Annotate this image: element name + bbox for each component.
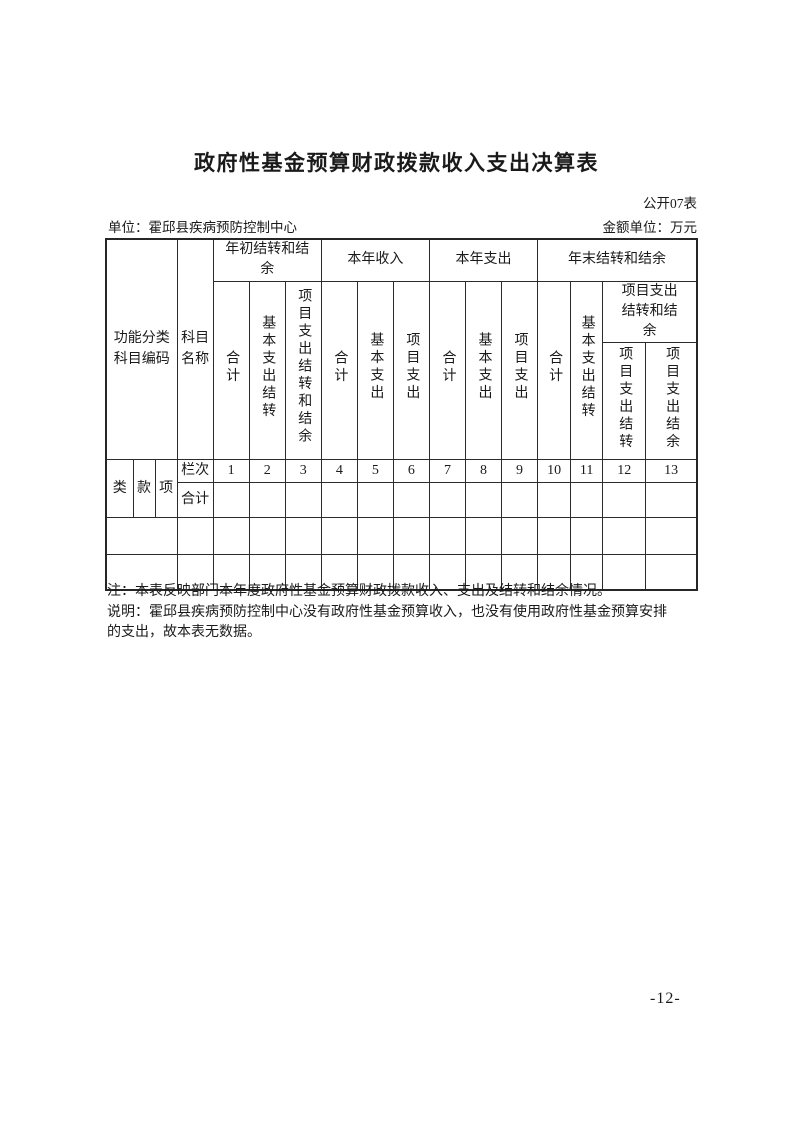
header-group-begin-balance: 年初结转和结余 [212, 238, 322, 282]
form-tag: 公开07表 [643, 196, 697, 211]
total-value-12 [602, 482, 647, 519]
header-col-4: 合计 [320, 280, 358, 461]
total-value-13 [645, 482, 698, 519]
empty-cell [392, 554, 430, 591]
empty-cell [176, 517, 214, 556]
empty-cell [176, 554, 214, 591]
col-number-4: 4 [320, 459, 358, 484]
empty-cell [320, 517, 358, 556]
col-number-3: 3 [284, 459, 322, 484]
empty-cell [570, 554, 604, 591]
empty-cell [501, 554, 539, 591]
page-title: 政府性基金预算财政拨款收入支出决算表 [194, 151, 599, 175]
col-number-13: 13 [645, 459, 698, 484]
col-number-11: 11 [570, 459, 604, 484]
empty-cell [356, 554, 394, 591]
empty-cell [284, 517, 322, 556]
column-number-row: 类 款 项 栏次 1 2 3 4 5 6 7 8 9 10 11 12 13 [105, 459, 698, 519]
empty-cell [248, 517, 286, 556]
total-value-7 [428, 482, 466, 519]
total-value-5 [356, 482, 394, 519]
header-col-6: 项目支出 [392, 280, 430, 461]
empty-cell [570, 517, 604, 556]
col-number-5: 5 [356, 459, 394, 484]
header-col-1: 合计 [212, 280, 250, 461]
empty-cell [537, 554, 572, 591]
empty-cell [105, 517, 178, 556]
header-col-7: 合计 [428, 280, 466, 461]
total-value-1 [212, 482, 250, 519]
col-number-10: 10 [537, 459, 572, 484]
col-number-7: 7 [428, 459, 466, 484]
header-code-section: 款 [132, 459, 156, 519]
header-code-item: 项 [154, 459, 178, 519]
empty-cell [212, 517, 250, 556]
header-col-11: 基本支出结转 [570, 280, 604, 461]
header-group-row: 功能分类科目编码 科目名称 年初结转和结余 本年收入 本年支出 年末结转和结余 [105, 238, 698, 461]
empty-cell [645, 517, 698, 556]
header-col-8: 基本支出 [464, 280, 503, 461]
blank-row [105, 517, 698, 556]
total-value-10 [537, 482, 572, 519]
header-col-9: 项目支出 [501, 280, 539, 461]
blank-row [105, 554, 698, 591]
empty-cell [602, 517, 647, 556]
amount-unit-label: 金额单位：万元 [602, 220, 698, 235]
empty-cell [464, 517, 503, 556]
col-number-9: 9 [501, 459, 539, 484]
header-col-10: 合计 [537, 280, 572, 461]
total-value-4 [320, 482, 358, 519]
header-col-2: 基本支出结转 [248, 280, 286, 461]
fund-budget-table: 功能分类科目编码 科目名称 年初结转和结余 本年收入 本年支出 年末结转和结余 … [105, 238, 698, 591]
note-line: 注：本表反映部门本年度政府性基金预算财政拨款收入、支出及结转和结余情况。 [107, 584, 611, 599]
header-group-year-expenditure: 本年支出 [428, 238, 539, 282]
total-value-2 [248, 482, 286, 519]
header-subject-name: 科目名称 [176, 238, 214, 461]
empty-cell [537, 517, 572, 556]
header-col-12: 项目支出结转 [602, 342, 647, 461]
empty-cell [284, 554, 322, 591]
row-index-label: 栏次 [176, 459, 214, 484]
col-number-6: 6 [392, 459, 430, 484]
total-row: 合计 [106, 482, 698, 519]
empty-cell [645, 554, 698, 591]
total-row-label: 合计 [176, 482, 214, 519]
col-number-12: 12 [602, 459, 647, 484]
empty-cell [602, 554, 647, 591]
total-value-6 [392, 482, 430, 519]
empty-cell [392, 517, 430, 556]
total-value-9 [501, 482, 539, 519]
header-subgroup-row: 项目支出结转 项目支出结余 [106, 342, 698, 461]
header-group-end-balance: 年末结转和结余 [537, 238, 698, 282]
empty-cell [501, 517, 539, 556]
empty-cell [248, 554, 286, 591]
header-col-3: 项目支出结转和结余 [284, 280, 322, 461]
empty-cell [428, 517, 466, 556]
header-col-13: 项目支出结余 [645, 342, 698, 461]
total-value-8 [464, 482, 503, 519]
unit-label: 单位：霍邱县疾病预防控制中心 [108, 220, 297, 235]
empty-cell [356, 517, 394, 556]
header-code-class: 类 [105, 459, 134, 519]
header-sub-row: 合计 基本支出结转 项目支出结转和结余 合计 基本支出 项目支出 合计 基本支出… [106, 280, 698, 461]
col-number-1: 1 [212, 459, 250, 484]
header-col-5: 基本支出 [356, 280, 394, 461]
header-group-year-revenue: 本年收入 [320, 238, 430, 282]
col-number-8: 8 [464, 459, 503, 484]
empty-cell [212, 554, 250, 591]
table-notes: 注：本表反映部门本年度政府性基金预算财政拨款收入、支出及结转和结余情况。 说明：… [107, 582, 675, 644]
total-value-3 [284, 482, 322, 519]
col-number-2: 2 [248, 459, 286, 484]
empty-cell [105, 554, 178, 591]
total-value-11 [570, 482, 604, 519]
header-subgroup-project-balance: 项目支出结转和结余 [602, 280, 698, 344]
explanation-line: 说明：霍邱县疾病预防控制中心没有政府性基金预算收入，也没有使用政府性基金预算安排… [107, 604, 667, 641]
page-number: -12- [650, 990, 681, 1007]
header-code-group: 功能分类科目编码 [105, 238, 178, 461]
